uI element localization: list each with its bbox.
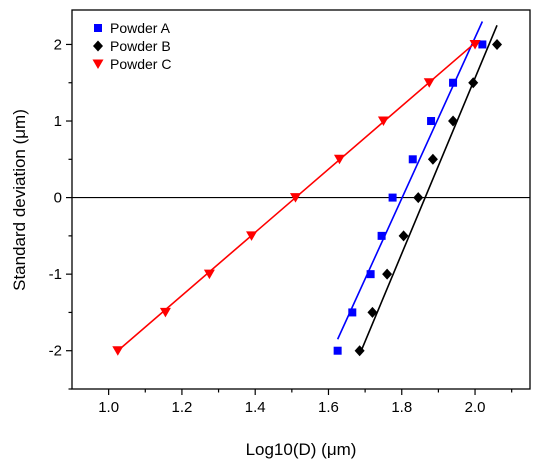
legend-label: Powder C <box>110 56 171 72</box>
data-point <box>388 193 397 202</box>
data-point <box>159 307 171 318</box>
data-point <box>333 346 342 355</box>
data-point <box>382 268 393 280</box>
data-point <box>203 269 215 280</box>
data-point <box>333 154 345 165</box>
data-point <box>354 345 365 357</box>
x-tick-label: 1.4 <box>245 399 266 416</box>
x-axis-ticks: 1.0 1.2 1.4 1.6 1.8 2.0 <box>98 389 513 416</box>
data-point <box>246 231 258 241</box>
data-point <box>427 153 438 165</box>
data-point <box>366 270 375 279</box>
data-point <box>367 306 378 318</box>
x-tick-label: 1.2 <box>171 399 192 416</box>
fit-line <box>336 21 484 340</box>
data-point <box>468 77 479 89</box>
x-tick-label: 1.6 <box>318 399 339 416</box>
x-axis-title: Log10(D) (μm) <box>246 440 357 459</box>
data-point <box>448 115 459 127</box>
data-point <box>377 116 389 127</box>
data-point <box>413 192 424 204</box>
data-point <box>408 155 417 164</box>
x-tick-label: 1.0 <box>98 399 119 416</box>
y-tick-label: 0 <box>54 190 62 207</box>
legend-label: Powder B <box>110 38 171 54</box>
data-point <box>112 346 124 356</box>
y-axis-title: Standard deviation (μm) <box>10 109 29 291</box>
data-point <box>398 230 409 242</box>
data-point <box>427 117 436 126</box>
y-tick-label: -2 <box>49 343 62 360</box>
data-point <box>348 308 357 317</box>
y-tick-label: 1 <box>54 113 62 130</box>
data-point <box>469 39 481 50</box>
x-tick-label: 2.0 <box>465 399 486 416</box>
data-point <box>449 78 458 87</box>
legend: Powder A Powder B Powder C <box>92 20 171 72</box>
legend-marker <box>92 59 104 69</box>
x-tick-label: 1.8 <box>391 399 412 416</box>
data-point <box>290 193 302 203</box>
legend-label: Powder A <box>110 20 171 36</box>
legend-marker <box>93 40 103 52</box>
y-axis-ticks: -2 -1 0 1 2 <box>49 36 72 390</box>
plot-area <box>71 9 531 390</box>
data-point <box>377 231 386 240</box>
y-tick-label: -1 <box>49 266 62 283</box>
legend-marker <box>94 24 102 32</box>
data-point <box>492 38 503 50</box>
y-tick-label: 2 <box>54 36 62 53</box>
data-points <box>112 38 503 357</box>
data-point <box>478 40 487 49</box>
data-point <box>423 78 435 88</box>
